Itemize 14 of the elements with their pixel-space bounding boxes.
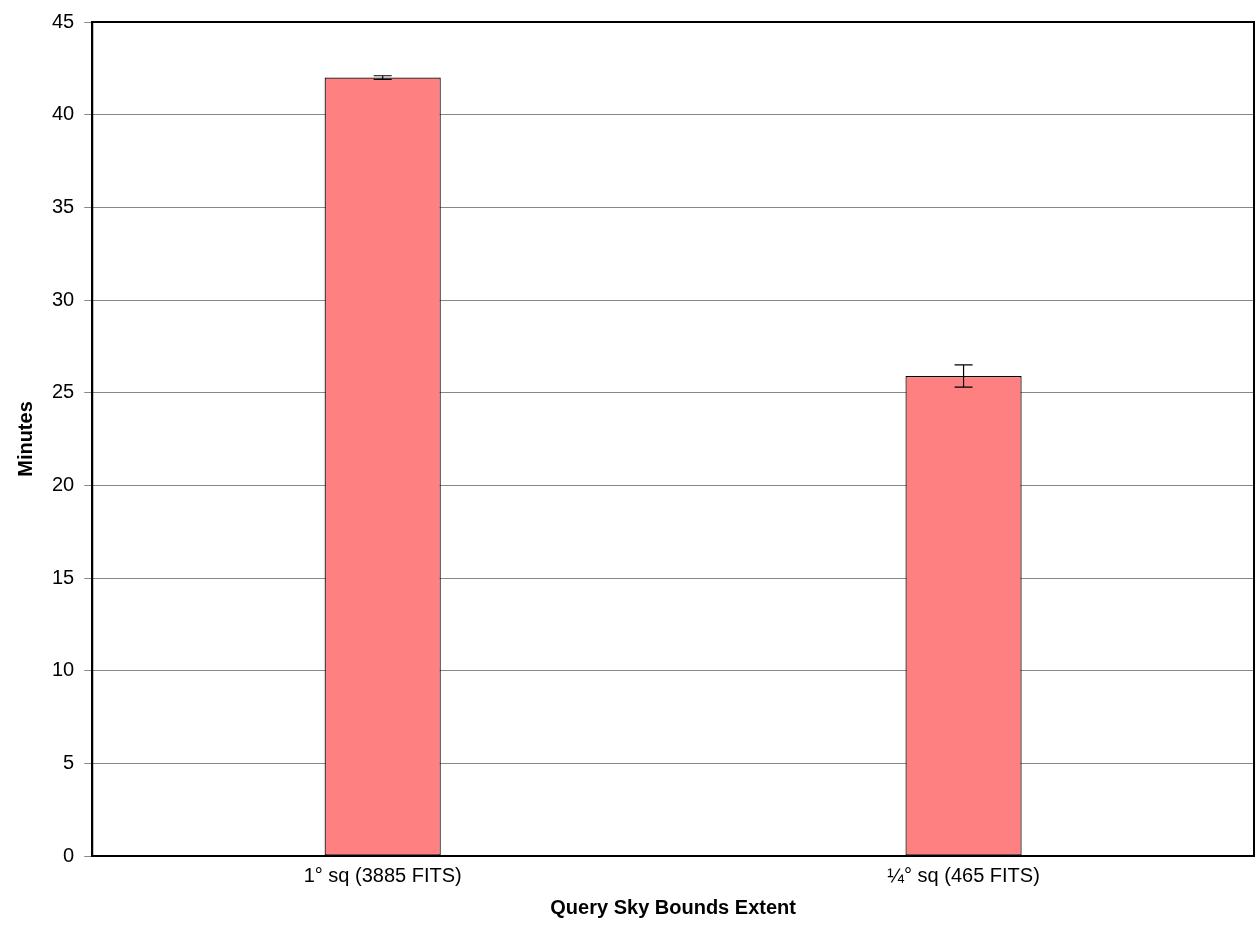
x-tick-label: ¼° sq (465 FITS) <box>887 863 1040 886</box>
y-tick-label: 5 <box>63 750 75 773</box>
y-tick-label: 45 <box>52 9 75 32</box>
y-tick-label: 0 <box>63 843 75 866</box>
y-tick-label: 30 <box>52 287 75 310</box>
y-tick-label: 40 <box>52 102 75 125</box>
y-tick-label: 25 <box>52 380 75 403</box>
y-tick-label: 10 <box>52 658 75 681</box>
x-axis-title: Query Sky Bounds Extent <box>550 895 797 918</box>
y-tick-label: 35 <box>52 194 75 217</box>
y-tick-label: 15 <box>52 565 75 588</box>
y-axis-title: Minutes <box>13 401 36 477</box>
x-tick-label: 1° sq (3885 FITS) <box>303 863 462 886</box>
y-tick-label: 20 <box>52 472 75 495</box>
